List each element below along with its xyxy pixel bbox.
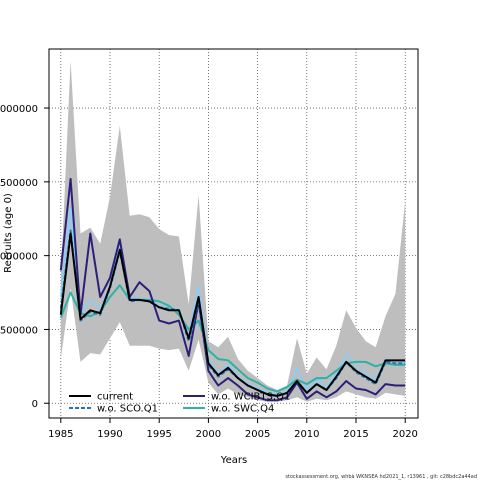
confidence-band-layer <box>60 60 406 402</box>
x-tick-label: 1990 <box>97 429 122 440</box>
series-line-unlabeled <box>60 207 406 396</box>
y-tick-label: 0 <box>32 399 38 410</box>
x-tick-label: 2000 <box>196 429 221 440</box>
y-tick-label: 2000000 <box>0 104 38 115</box>
y-tick-label: 1500000 <box>0 178 38 189</box>
plot-frame <box>48 48 419 419</box>
legend-label: w.o. SWC.Q4 <box>211 404 274 415</box>
x-tick-label: 2020 <box>392 429 417 440</box>
legend-label: current <box>97 392 133 403</box>
x-tick-label: 1995 <box>146 429 171 440</box>
x-axis-label: Years <box>220 455 247 466</box>
legend-label: w.o. SCO.Q1 <box>97 404 158 415</box>
y-tick-label: 500000 <box>0 325 38 336</box>
x-tick-label: 1985 <box>48 429 73 440</box>
legend-label: w.o. WCIBTS.Q1 <box>211 392 290 403</box>
series-line-current <box>59 232 406 397</box>
x-tick-label: 2010 <box>294 429 319 440</box>
y-axis-label: Recruits (age 0) <box>3 193 14 273</box>
x-tick-label: 2015 <box>343 429 368 440</box>
axis-layer: 1985 1990 1995 2000 2005 2010 2015 2020 0 500000 1… <box>0 104 418 440</box>
y-tick-label: 1000000 <box>0 252 38 263</box>
confidence-band <box>60 60 406 402</box>
series-layer <box>59 177 406 402</box>
series-line-w-o-wcibts-q1 <box>59 177 406 402</box>
footer-note: stockassessment.org, whbà WKNSEA hd2021_… <box>285 473 477 480</box>
x-tick-label: 2005 <box>245 429 270 440</box>
